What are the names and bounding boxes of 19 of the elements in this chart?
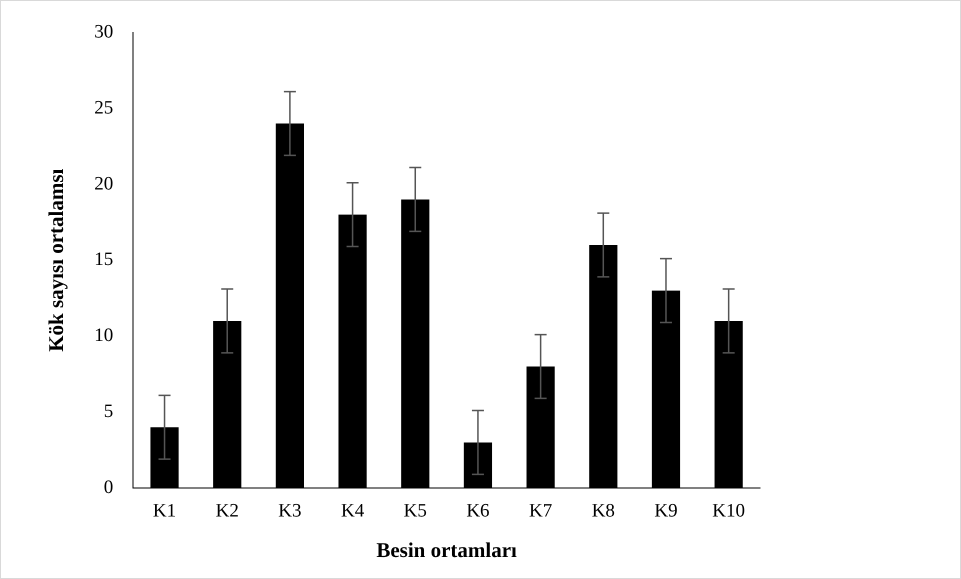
x-tick-label: K8: [592, 500, 615, 522]
x-tick-label: K2: [216, 500, 239, 522]
y-tick-label: 20: [94, 173, 114, 194]
y-tick-label: 15: [94, 249, 114, 270]
x-tick-label: K3: [278, 500, 302, 522]
y-tick-label: 30: [94, 21, 114, 42]
x-tick-label: K9: [654, 500, 678, 522]
y-tick-label: 10: [94, 325, 114, 346]
x-tick-label: K4: [340, 500, 365, 522]
x-axis-title: Besin ortamları: [376, 538, 518, 562]
y-tick-label: 5: [104, 401, 114, 422]
x-tick-label: K7: [529, 500, 552, 522]
x-tick-label: K1: [152, 500, 176, 522]
y-axis-title: Kök sayısı ortalamsı: [44, 168, 68, 352]
x-tick-label: K10: [712, 500, 746, 522]
x-tick-label: K5: [404, 500, 427, 522]
x-tick-label: K6: [466, 500, 490, 522]
y-tick-label: 0: [104, 476, 114, 498]
y-tick-label: 25: [94, 97, 114, 118]
